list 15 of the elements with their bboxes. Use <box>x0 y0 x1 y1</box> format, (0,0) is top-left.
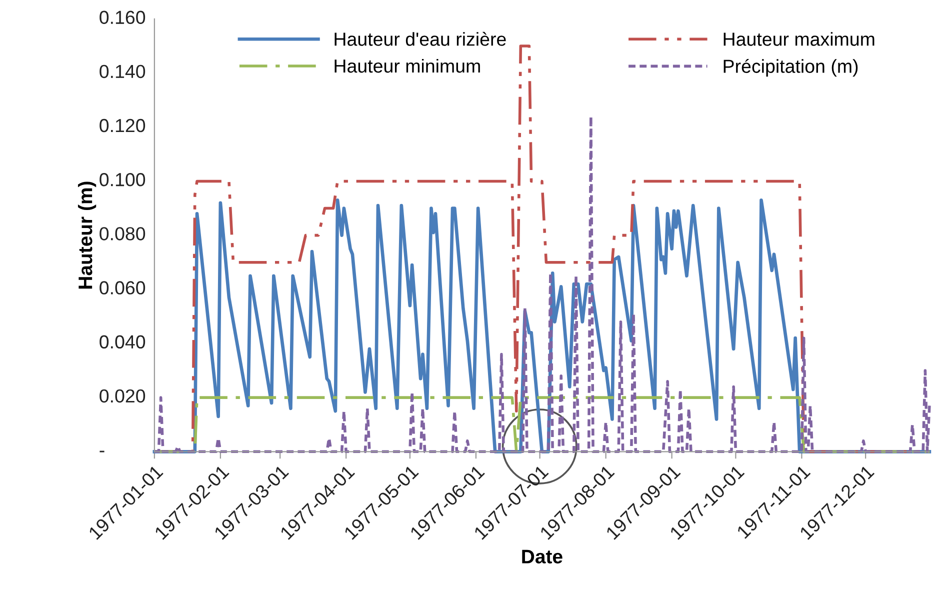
y-tick-label: 0.080 <box>100 227 146 240</box>
y-tick-label: 0.060 <box>100 281 146 294</box>
y-tick-label: 0.040 <box>100 335 146 349</box>
y-tick-label: 0.140 <box>100 64 146 78</box>
legend-label: Hauteur minimum <box>334 58 480 73</box>
y-tick-label: 0.020 <box>100 389 146 403</box>
y-tick-label: 0.120 <box>100 118 146 132</box>
y-axis-title: Hauteur (m) <box>78 182 96 289</box>
y-tick-label: 0.100 <box>100 172 146 186</box>
legend-label: Hauteur d'eau rizière <box>334 32 506 46</box>
y-tick-label: - <box>100 450 104 452</box>
x-axis-title: Date <box>522 550 562 564</box>
y-tick-label: 0.160 <box>100 10 146 24</box>
legend-label: Précipitation (m) <box>724 58 858 77</box>
legend-label: Hauteur maximum <box>724 32 874 46</box>
